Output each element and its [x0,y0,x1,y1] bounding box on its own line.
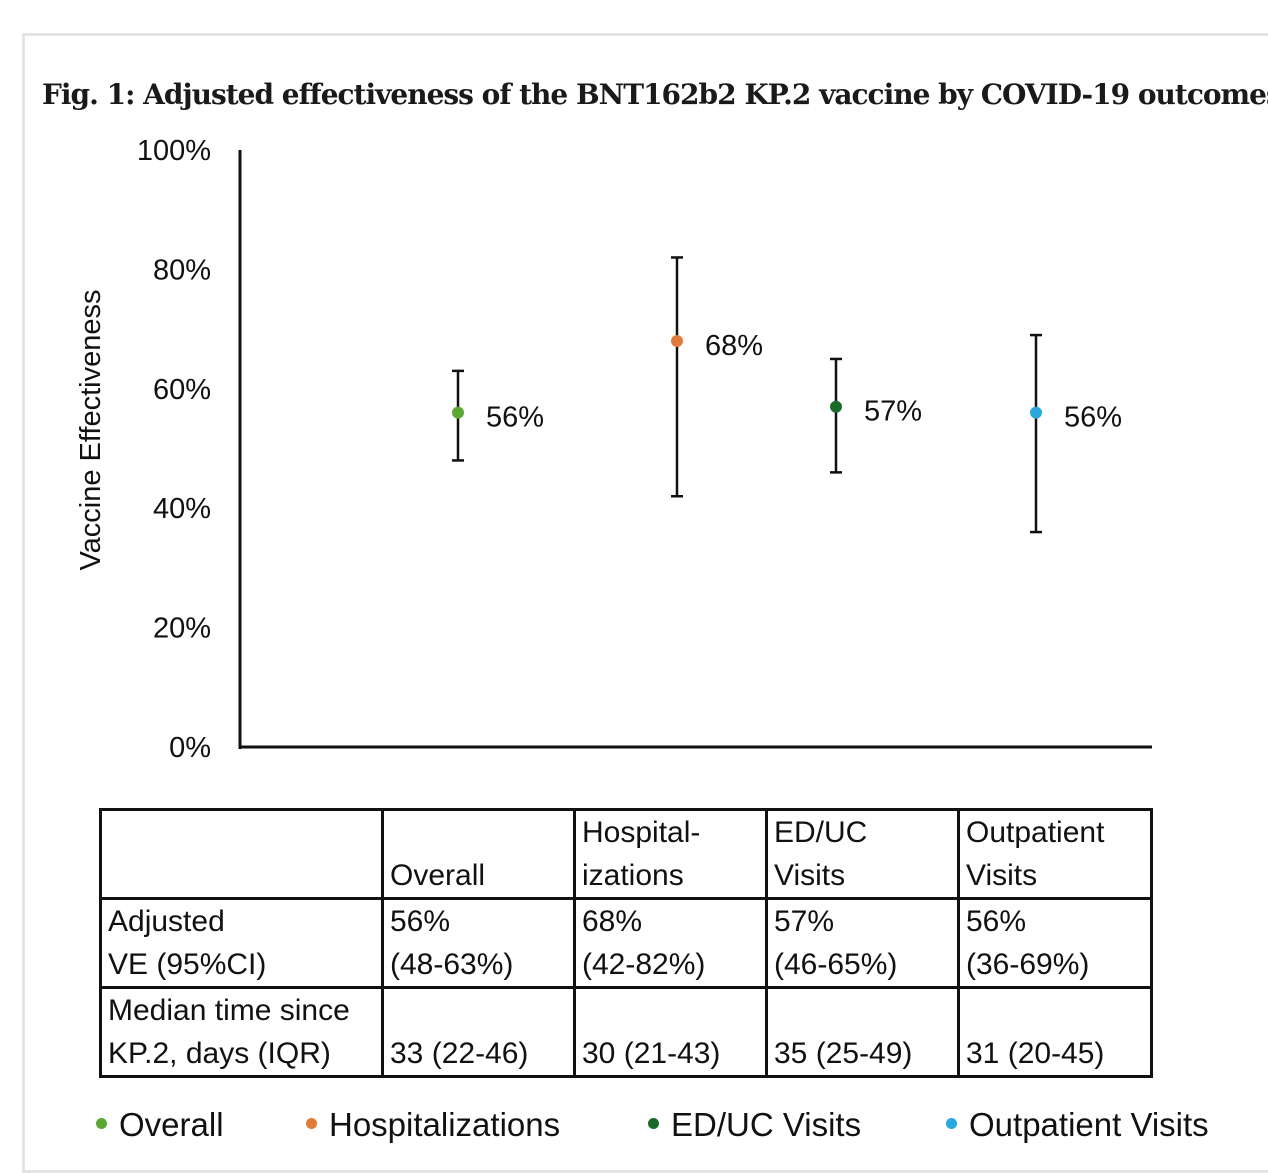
data-label: 56% [1064,402,1122,434]
figure-title: Fig. 1: Adjusted effectiveness of the BN… [42,78,1268,111]
table-cell: Hospital- izations [573,808,768,900]
legend-label: ED/UC Visits [671,1106,862,1143]
table-cell: 56% (48-63%) [381,897,576,989]
legend-item-overall: Overall [96,1106,224,1144]
table-cell: 31 (20-45) [957,986,1153,1078]
table-row: Adjusted VE (95%CI) 56% (48-63%) 68% (42… [99,897,1153,989]
legend-dot-overall [96,1117,107,1129]
legend-label: Outpatient Visits [969,1106,1209,1143]
y-axis-title: Vaccine Effectiveness [75,289,107,570]
table-cell: Outpatient Visits [957,808,1153,900]
data-label: 57% [864,396,922,428]
table-cell: 68% (42-82%) [573,897,768,989]
data-point [1030,406,1042,419]
table-cell: 56% (36-69%) [957,897,1153,989]
table-cell: 57% (46-65%) [765,897,960,989]
table-header-row: Overall Hospital- izations ED/UC Visits … [99,808,1153,900]
legend-item-ed-uc-visits: ED/UC Visits [648,1106,861,1144]
table-cell: ED/UC Visits [765,808,960,900]
y-tick-label: 40% [153,493,211,525]
data-point [452,406,464,419]
legend-label: Overall [119,1106,224,1143]
y-tick-label: 20% [153,613,211,645]
y-tick-label: 0% [169,732,211,764]
legend-dot-ed-uc-visits [648,1117,659,1129]
table-cell: 35 (25-49) [765,986,960,1078]
table-cell: Overall [381,808,576,900]
data-point [671,335,683,348]
legend-item-hospitalizations: Hospitalizations [306,1106,560,1144]
effectiveness-chart: 0% 20% 40% 60% 80% 100% Vaccine Effectiveness 5… [75,135,1152,764]
legend-label: Hospitalizations [329,1106,561,1143]
legend-dot-outpatient-visits [946,1117,957,1129]
effectiveness-table: Overall Hospital- izations ED/UC Visits … [99,808,1153,1078]
y-tick-label: 100% [137,135,211,167]
table-cell: Median time since KP.2, days (IQR) [99,986,384,1078]
y-tick-label: 80% [153,254,211,286]
table-cell [99,808,384,900]
data-label: 68% [705,330,763,362]
chart-legend: Overall Hospitalizations ED/UC Visits Ou… [96,1106,1256,1152]
data-label: 56% [486,402,544,434]
y-tick-label: 60% [153,374,211,406]
table-cell: Adjusted VE (95%CI) [99,897,384,989]
table-cell: 33 (22-46) [381,986,576,1078]
legend-dot-hospitalizations [306,1117,317,1129]
data-point [830,400,842,413]
table-cell: 30 (21-43) [573,986,768,1078]
legend-item-outpatient-visits: Outpatient Visits [946,1106,1209,1144]
table-row: Median time since KP.2, days (IQR) 33 (2… [99,986,1153,1078]
